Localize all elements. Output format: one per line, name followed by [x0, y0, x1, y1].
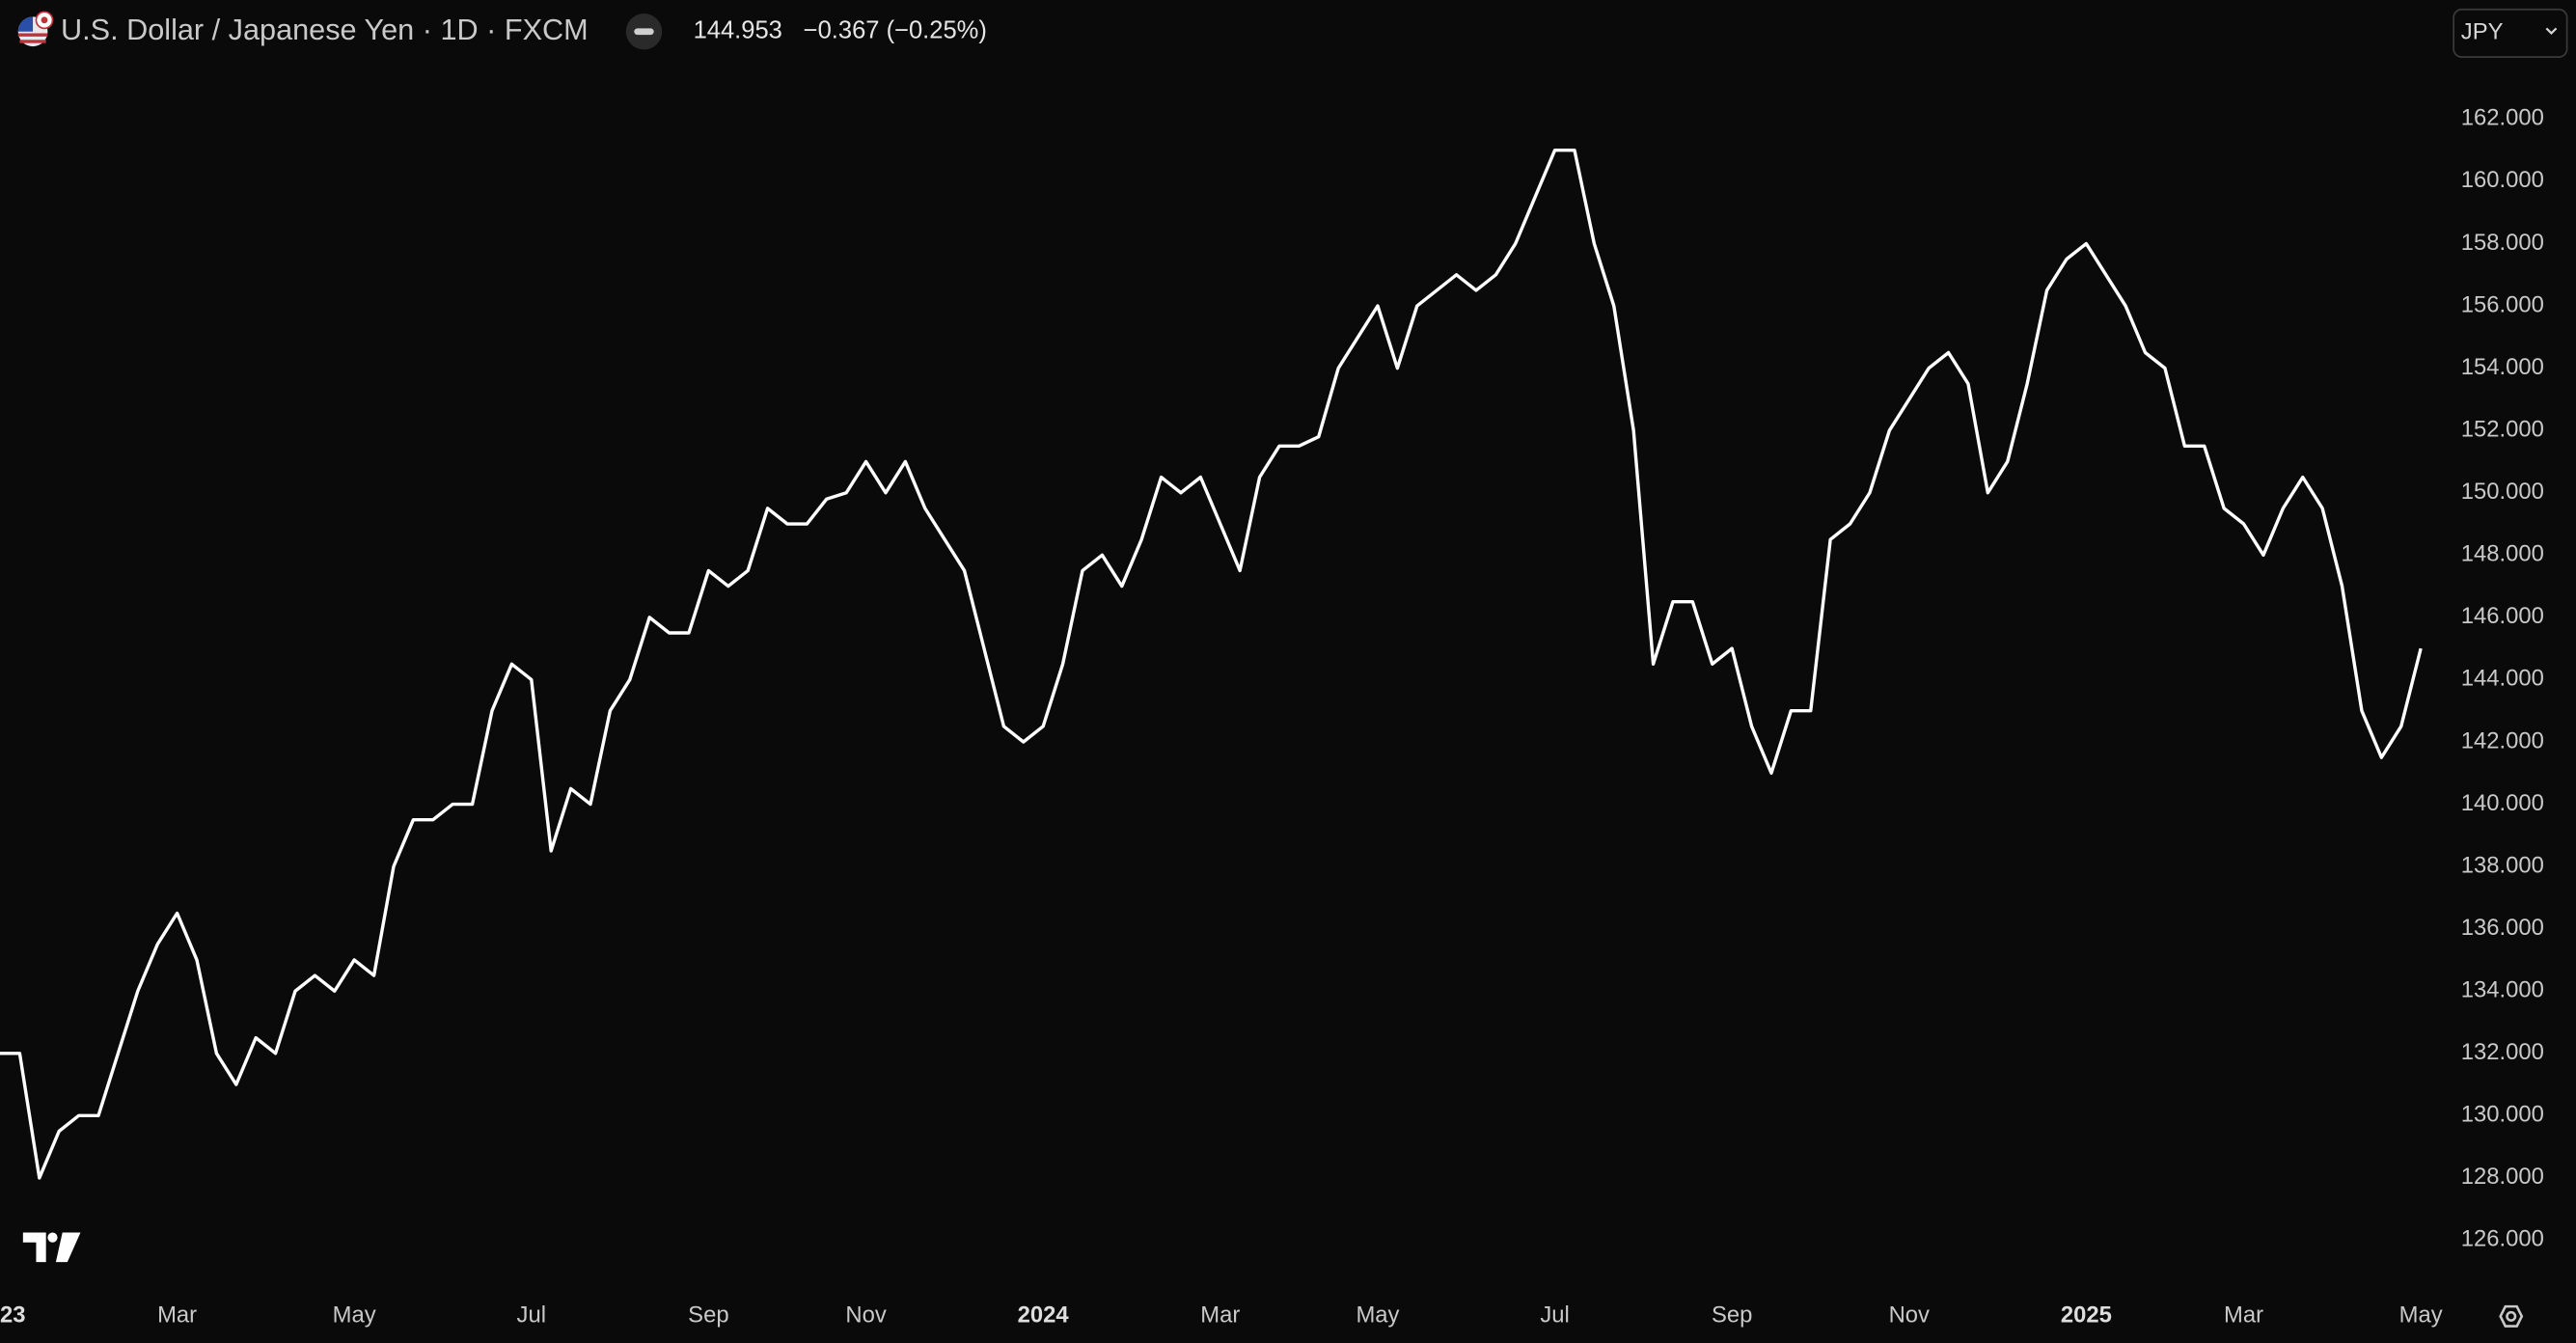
y-tick-label: 132.000 — [2461, 1039, 2544, 1065]
price-change: −0.367 (−0.25%) — [804, 17, 987, 44]
y-tick-label: 162.000 — [2461, 105, 2544, 131]
y-tick-label: 146.000 — [2461, 603, 2544, 629]
y-tick-label: 126.000 — [2461, 1226, 2544, 1252]
symbol-icon — [17, 11, 54, 47]
y-tick-label: 152.000 — [2461, 416, 2544, 442]
currency-button[interactable] — [2453, 8, 2568, 59]
x-tick-label: May — [333, 1302, 376, 1329]
x-tick-label: Mar — [157, 1302, 197, 1329]
plot-area: 162.000 160.000 158.000 156.000 154.000 152.0… — [0, 105, 2544, 1329]
y-tick-label: 160.000 — [2461, 167, 2544, 193]
y-tick-label: 138.000 — [2461, 852, 2544, 878]
x-tick-label: Sep — [688, 1302, 728, 1329]
y-tick-label: 140.000 — [2461, 790, 2544, 816]
x-tick-label: Nov — [845, 1302, 886, 1329]
tv-logo — [22, 1232, 81, 1263]
x-tick-label: 2025 — [2061, 1302, 2112, 1329]
y-tick-label: 130.000 — [2461, 1102, 2544, 1128]
x-tick-label: Mar — [1200, 1302, 1240, 1329]
y-tick-label: 142.000 — [2461, 727, 2544, 754]
y-tick-label: 158.000 — [2461, 230, 2544, 256]
y-tick-label: 148.000 — [2461, 541, 2544, 567]
settings-button[interactable] — [2499, 1304, 2524, 1328]
x-tick-label: Sep — [1712, 1302, 1752, 1329]
x-tick-label: Mar — [2224, 1302, 2263, 1329]
y-tick-label: 136.000 — [2461, 915, 2544, 941]
x-tick-label: 2024 — [1018, 1302, 1070, 1329]
x-tick-label: May — [2399, 1302, 2443, 1329]
x-tick-label: Jul — [517, 1302, 546, 1329]
price: 144.953 — [694, 17, 782, 44]
x-tick-label: Jul — [1540, 1302, 1569, 1329]
symbol-title: U.S. Dollar / Japanese Yen · 1D · FXCM — [61, 14, 589, 46]
dropdown-caret — [2545, 27, 2558, 36]
price-line — [0, 148, 2423, 1180]
y-tick-label: 134.000 — [2461, 977, 2544, 1003]
y-tick-label: 154.000 — [2461, 354, 2544, 380]
y-tick-label: 144.000 — [2461, 666, 2544, 692]
y-tick-label: 128.000 — [2461, 1164, 2544, 1190]
y-tick-label: 150.000 — [2461, 479, 2544, 505]
x-tick-label: 2023 — [0, 1302, 26, 1329]
y-tick-label: 156.000 — [2461, 291, 2544, 317]
status-icon — [634, 28, 654, 36]
x-tick-label: Nov — [1889, 1302, 1930, 1329]
currency-label: JPY — [2461, 19, 2504, 45]
x-tick-label: May — [1356, 1302, 1399, 1329]
